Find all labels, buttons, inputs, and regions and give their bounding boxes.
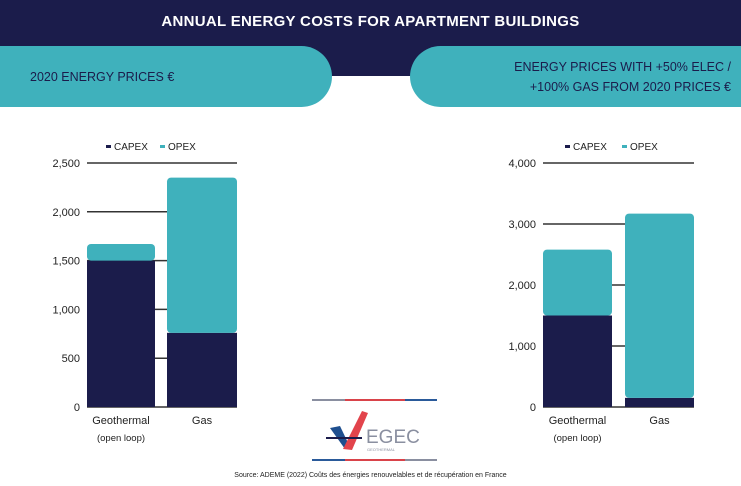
egec-logo: EGEC GEOTHERMAL [312, 399, 437, 461]
bar-opex [625, 213, 694, 398]
y-tick-label: 1,000 [508, 341, 536, 353]
bar-capex [625, 397, 694, 407]
legend-swatch [160, 145, 165, 148]
bar-opex [167, 177, 237, 333]
source-note: Source: ADEME (2022) Coûts des énergies … [234, 472, 507, 479]
x-tick-label: Geothermal [549, 415, 606, 427]
right-panel-label: ENERGY PRICES WITH +50% ELEC / +100% GAS … [410, 46, 741, 107]
y-tick-label: 0 [74, 402, 80, 414]
bar-capex [543, 315, 612, 407]
legend-label: OPEX [168, 142, 196, 153]
legend-label: CAPEX [114, 142, 148, 153]
page-title: ANNUAL ENERGY COSTS FOR APARTMENT BUILDI… [161, 13, 580, 30]
legend-swatch [106, 145, 111, 148]
x-tick-label: Gas [192, 415, 213, 427]
bar-opex [87, 244, 155, 261]
chart-0: 0 500 1,000 1,500 2,000 2,500 Geothermal (open … [52, 142, 237, 444]
legend-swatch [565, 145, 570, 148]
legend-label: OPEX [630, 142, 658, 153]
logo-subtext: GEOTHERMAL [367, 447, 396, 452]
x-tick-label: Gas [649, 415, 670, 427]
legend-label: CAPEX [573, 142, 607, 153]
y-tick-label: 2,000 [52, 207, 80, 219]
y-tick-label: 2,000 [508, 280, 536, 292]
y-tick-label: 1,000 [52, 304, 80, 316]
bar-capex [87, 260, 155, 407]
right-panel-line1: ENERGY PRICES WITH +50% ELEC / [514, 59, 731, 74]
left-panel-label: 2020 ENERGY PRICES € [0, 46, 332, 107]
y-tick-label: 0 [530, 402, 536, 414]
right-panel-line2: +100% GAS FROM 2020 PRICES € [529, 79, 731, 94]
bar-capex [167, 332, 237, 407]
bar-opex [543, 249, 612, 316]
y-tick-label: 1,500 [52, 256, 80, 268]
y-tick-label: 2,500 [52, 158, 80, 170]
x-tick-sublabel: (open loop) [97, 433, 145, 444]
logo-text: EGEC [366, 427, 420, 448]
y-tick-label: 3,000 [508, 219, 536, 231]
chart-1: 0 1,000 2,000 3,000 4,000 Geothermal (open loo… [508, 142, 694, 444]
x-tick-sublabel: (open loop) [553, 433, 601, 444]
x-tick-label: Geothermal [92, 415, 149, 427]
y-tick-label: 4,000 [508, 158, 536, 170]
legend-swatch [622, 145, 627, 148]
y-tick-label: 500 [62, 353, 80, 365]
